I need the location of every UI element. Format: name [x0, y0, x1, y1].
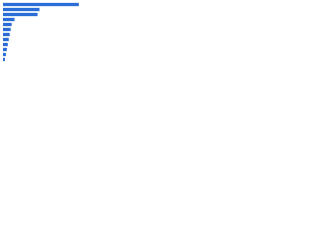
bar: [3, 42, 8, 47]
bar: [3, 2, 79, 7]
bar: [3, 17, 15, 22]
chart: [3, 2, 79, 62]
bar: [3, 47, 7, 52]
bar: [3, 52, 6, 57]
page: (() => { const data = JSON.parse(documen…: [0, 0, 100, 71]
bar: [3, 57, 5, 62]
bar: [3, 37, 9, 42]
bar: [3, 27, 11, 32]
bar: [3, 7, 40, 12]
bar: [3, 12, 38, 17]
bar: [3, 22, 12, 27]
bar: [3, 32, 10, 37]
